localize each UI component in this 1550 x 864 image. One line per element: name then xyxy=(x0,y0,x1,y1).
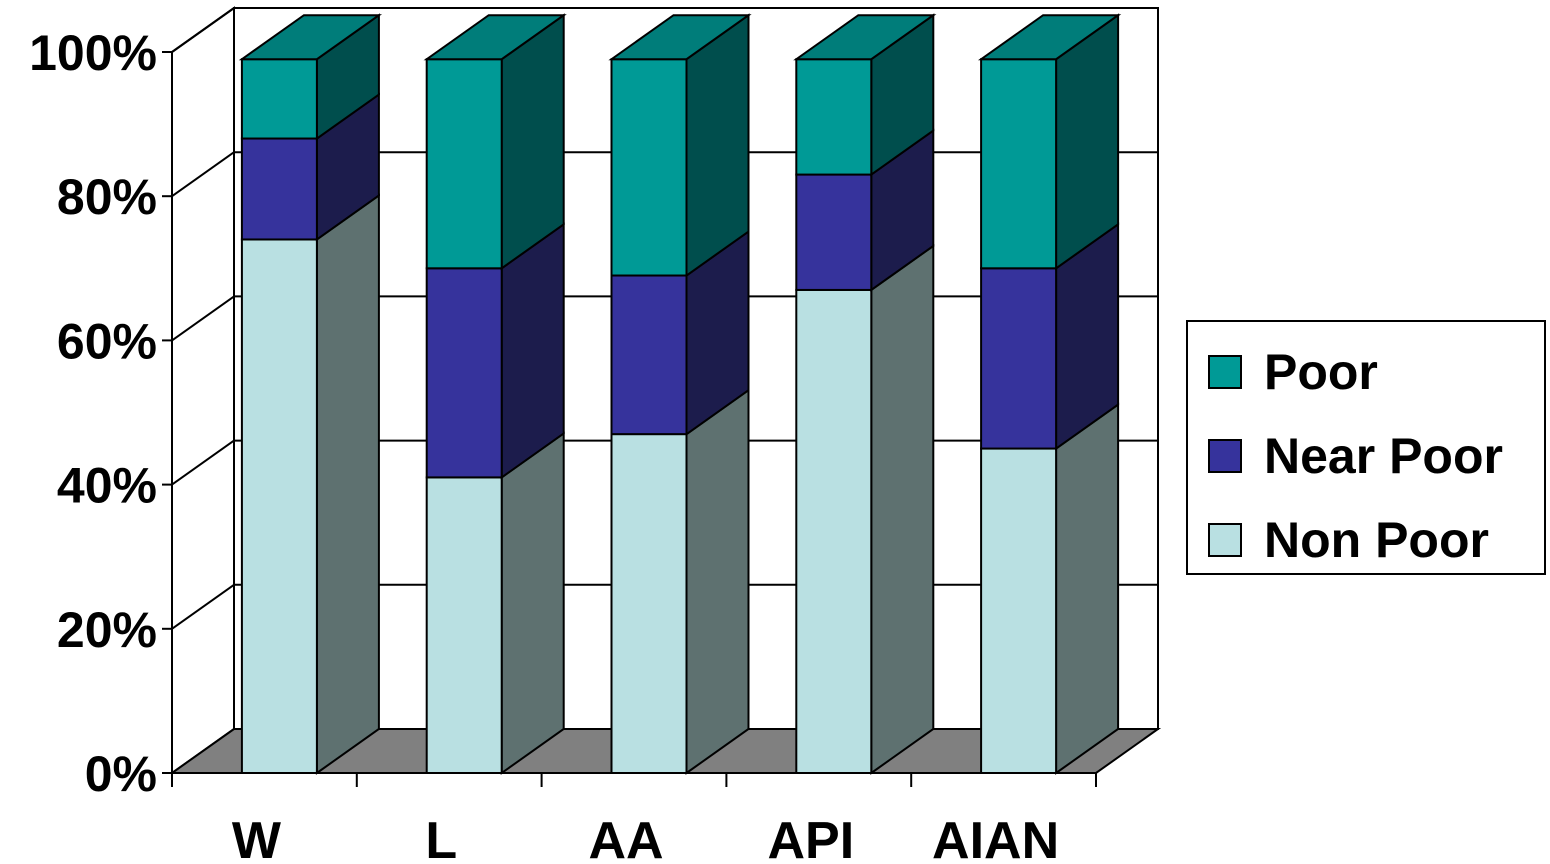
bar-aian-non-poor xyxy=(980,447,1058,774)
bar-aa-near-poor xyxy=(610,274,688,436)
bar-api-near-poor xyxy=(795,173,873,291)
bar-l-near-poor xyxy=(425,267,503,479)
side-wall xyxy=(171,6,235,775)
bar-w-non-poor xyxy=(240,238,318,774)
bar-top-l xyxy=(423,14,567,61)
legend-item-poor: Poor xyxy=(1208,342,1378,402)
bar-w-poor xyxy=(240,58,318,140)
bar-aian-near-poor xyxy=(980,267,1058,450)
gridline-side xyxy=(171,151,235,198)
x-category-label: W xyxy=(232,812,282,864)
y-tick-label: 40% xyxy=(57,458,157,514)
gridline-side xyxy=(171,439,235,486)
x-category-label: L xyxy=(425,812,457,864)
y-tick-label: 20% xyxy=(57,602,157,658)
gridline-side xyxy=(171,7,235,53)
legend-label-near-poor: Near Poor xyxy=(1264,428,1503,484)
chart-bars xyxy=(238,13,1122,775)
legend-item-non-poor: Non Poor xyxy=(1208,510,1489,570)
bar-top-w xyxy=(238,14,383,61)
y-tick-label: 100% xyxy=(29,25,157,81)
bar-aian-poor xyxy=(980,58,1058,270)
chart-legend: Poor Near Poor Non Poor xyxy=(1186,320,1546,575)
legend-item-near-poor: Near Poor xyxy=(1208,426,1503,486)
gridline-side xyxy=(171,295,235,342)
bar-aa-non-poor xyxy=(610,433,688,774)
chart-labels: 0% 20% 40% 60% 80% 100% W L AA API AIAN xyxy=(29,25,1059,864)
bar-w-near-poor xyxy=(240,137,318,241)
bar-api-non-poor xyxy=(795,288,873,774)
legend-label-non-poor: Non Poor xyxy=(1264,512,1489,568)
y-tick-label: 0% xyxy=(85,746,157,802)
legend-label-poor: Poor xyxy=(1264,344,1378,400)
bar-top-aian xyxy=(977,14,1122,61)
bar-side-w-non-poor xyxy=(315,193,380,775)
x-category-label: AIAN xyxy=(932,812,1059,864)
gridline-side xyxy=(171,583,235,630)
legend-swatch-poor xyxy=(1208,355,1242,389)
legend-swatch-non-poor xyxy=(1208,523,1242,557)
bar-top-api xyxy=(793,14,937,61)
bar-side-aa-non-poor xyxy=(685,388,750,775)
x-category-label: AA xyxy=(588,812,663,864)
bar-l-non-poor xyxy=(425,476,503,774)
x-category-label: API xyxy=(767,812,854,864)
bar-side-l-non-poor xyxy=(500,431,565,775)
bar-api-poor xyxy=(795,58,873,176)
bar-aa-poor xyxy=(610,58,688,277)
y-tick-label: 80% xyxy=(57,169,157,225)
chart-axes xyxy=(162,51,1097,787)
bar-side-aian-non-poor xyxy=(1055,402,1120,775)
bar-top-aa xyxy=(608,14,752,61)
bar-l-poor xyxy=(425,58,503,270)
y-tick-label: 60% xyxy=(57,313,157,369)
legend-swatch-near-poor xyxy=(1208,439,1242,473)
bar-side-aa-poor xyxy=(685,13,750,278)
bar-side-api-non-poor xyxy=(870,243,935,775)
